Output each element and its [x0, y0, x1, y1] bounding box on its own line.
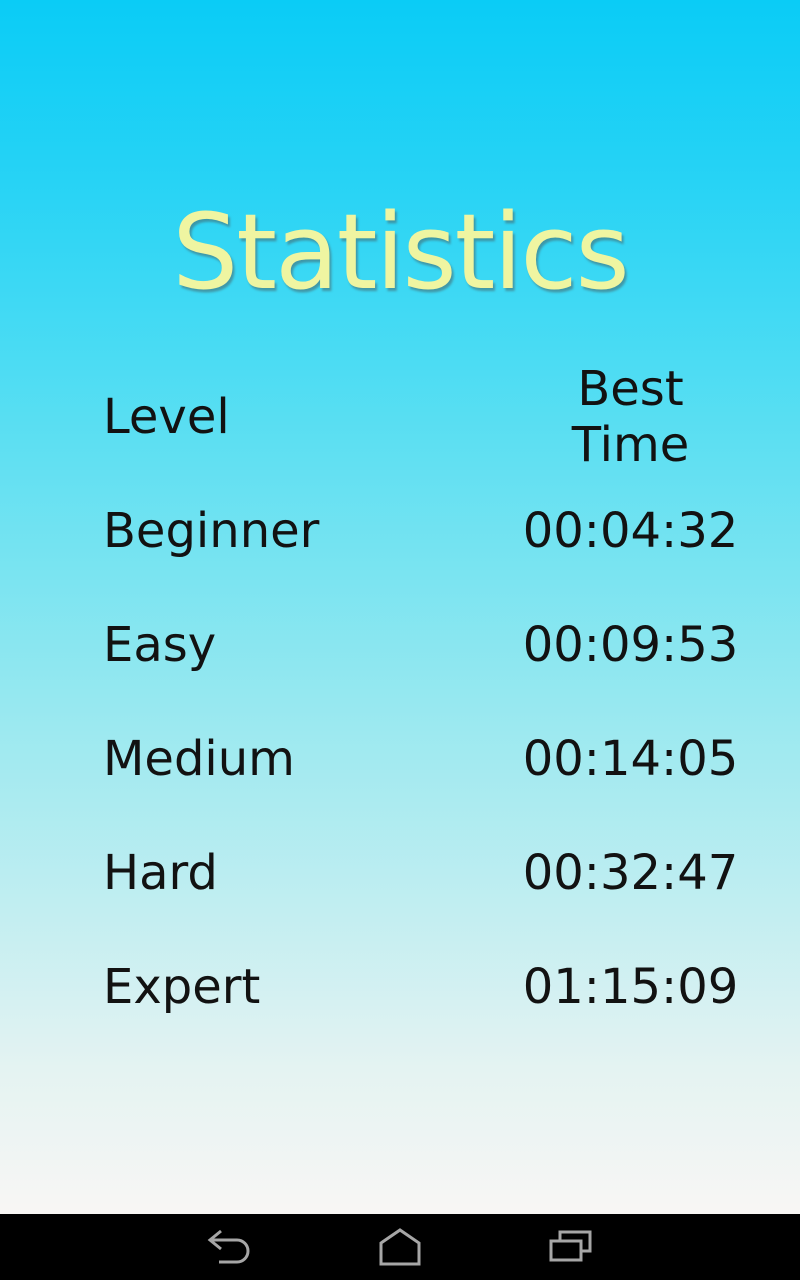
level-label-medium: Medium	[103, 731, 295, 787]
table-row: Expert 01:15:09	[103, 930, 748, 1044]
header-level: Level	[103, 389, 230, 445]
recents-button[interactable]	[510, 1214, 630, 1280]
recents-icon	[546, 1228, 594, 1266]
level-label-easy: Easy	[103, 617, 217, 673]
back-button[interactable]	[170, 1214, 290, 1280]
best-time-beginner: 00:04:32	[522, 503, 739, 559]
back-icon	[206, 1228, 254, 1266]
statistics-screen: Statistics Level Best Time Beginner 00:0…	[0, 0, 800, 1214]
page-title: Statistics	[172, 191, 629, 313]
best-time-hard: 00:32:47	[522, 845, 739, 901]
header-best-time: Best Time	[571, 361, 690, 473]
home-button[interactable]	[340, 1214, 460, 1280]
level-label-hard: Hard	[103, 845, 218, 901]
best-time-easy: 00:09:53	[522, 617, 739, 673]
best-time-expert: 01:15:09	[522, 959, 739, 1015]
home-icon	[376, 1228, 424, 1266]
level-label-beginner: Beginner	[103, 503, 320, 559]
table-row: Easy 00:09:53	[103, 588, 748, 702]
best-time-medium: 00:14:05	[522, 731, 739, 787]
table-header-row: Level Best Time	[103, 360, 748, 474]
best-times-table: Level Best Time Beginner 00:04:32 Easy 0…	[103, 360, 748, 1044]
table-row: Hard 00:32:47	[103, 816, 748, 930]
android-navigation-bar	[0, 1214, 800, 1280]
table-row: Beginner 00:04:32	[103, 474, 748, 588]
level-label-expert: Expert	[103, 959, 261, 1015]
table-row: Medium 00:14:05	[103, 702, 748, 816]
